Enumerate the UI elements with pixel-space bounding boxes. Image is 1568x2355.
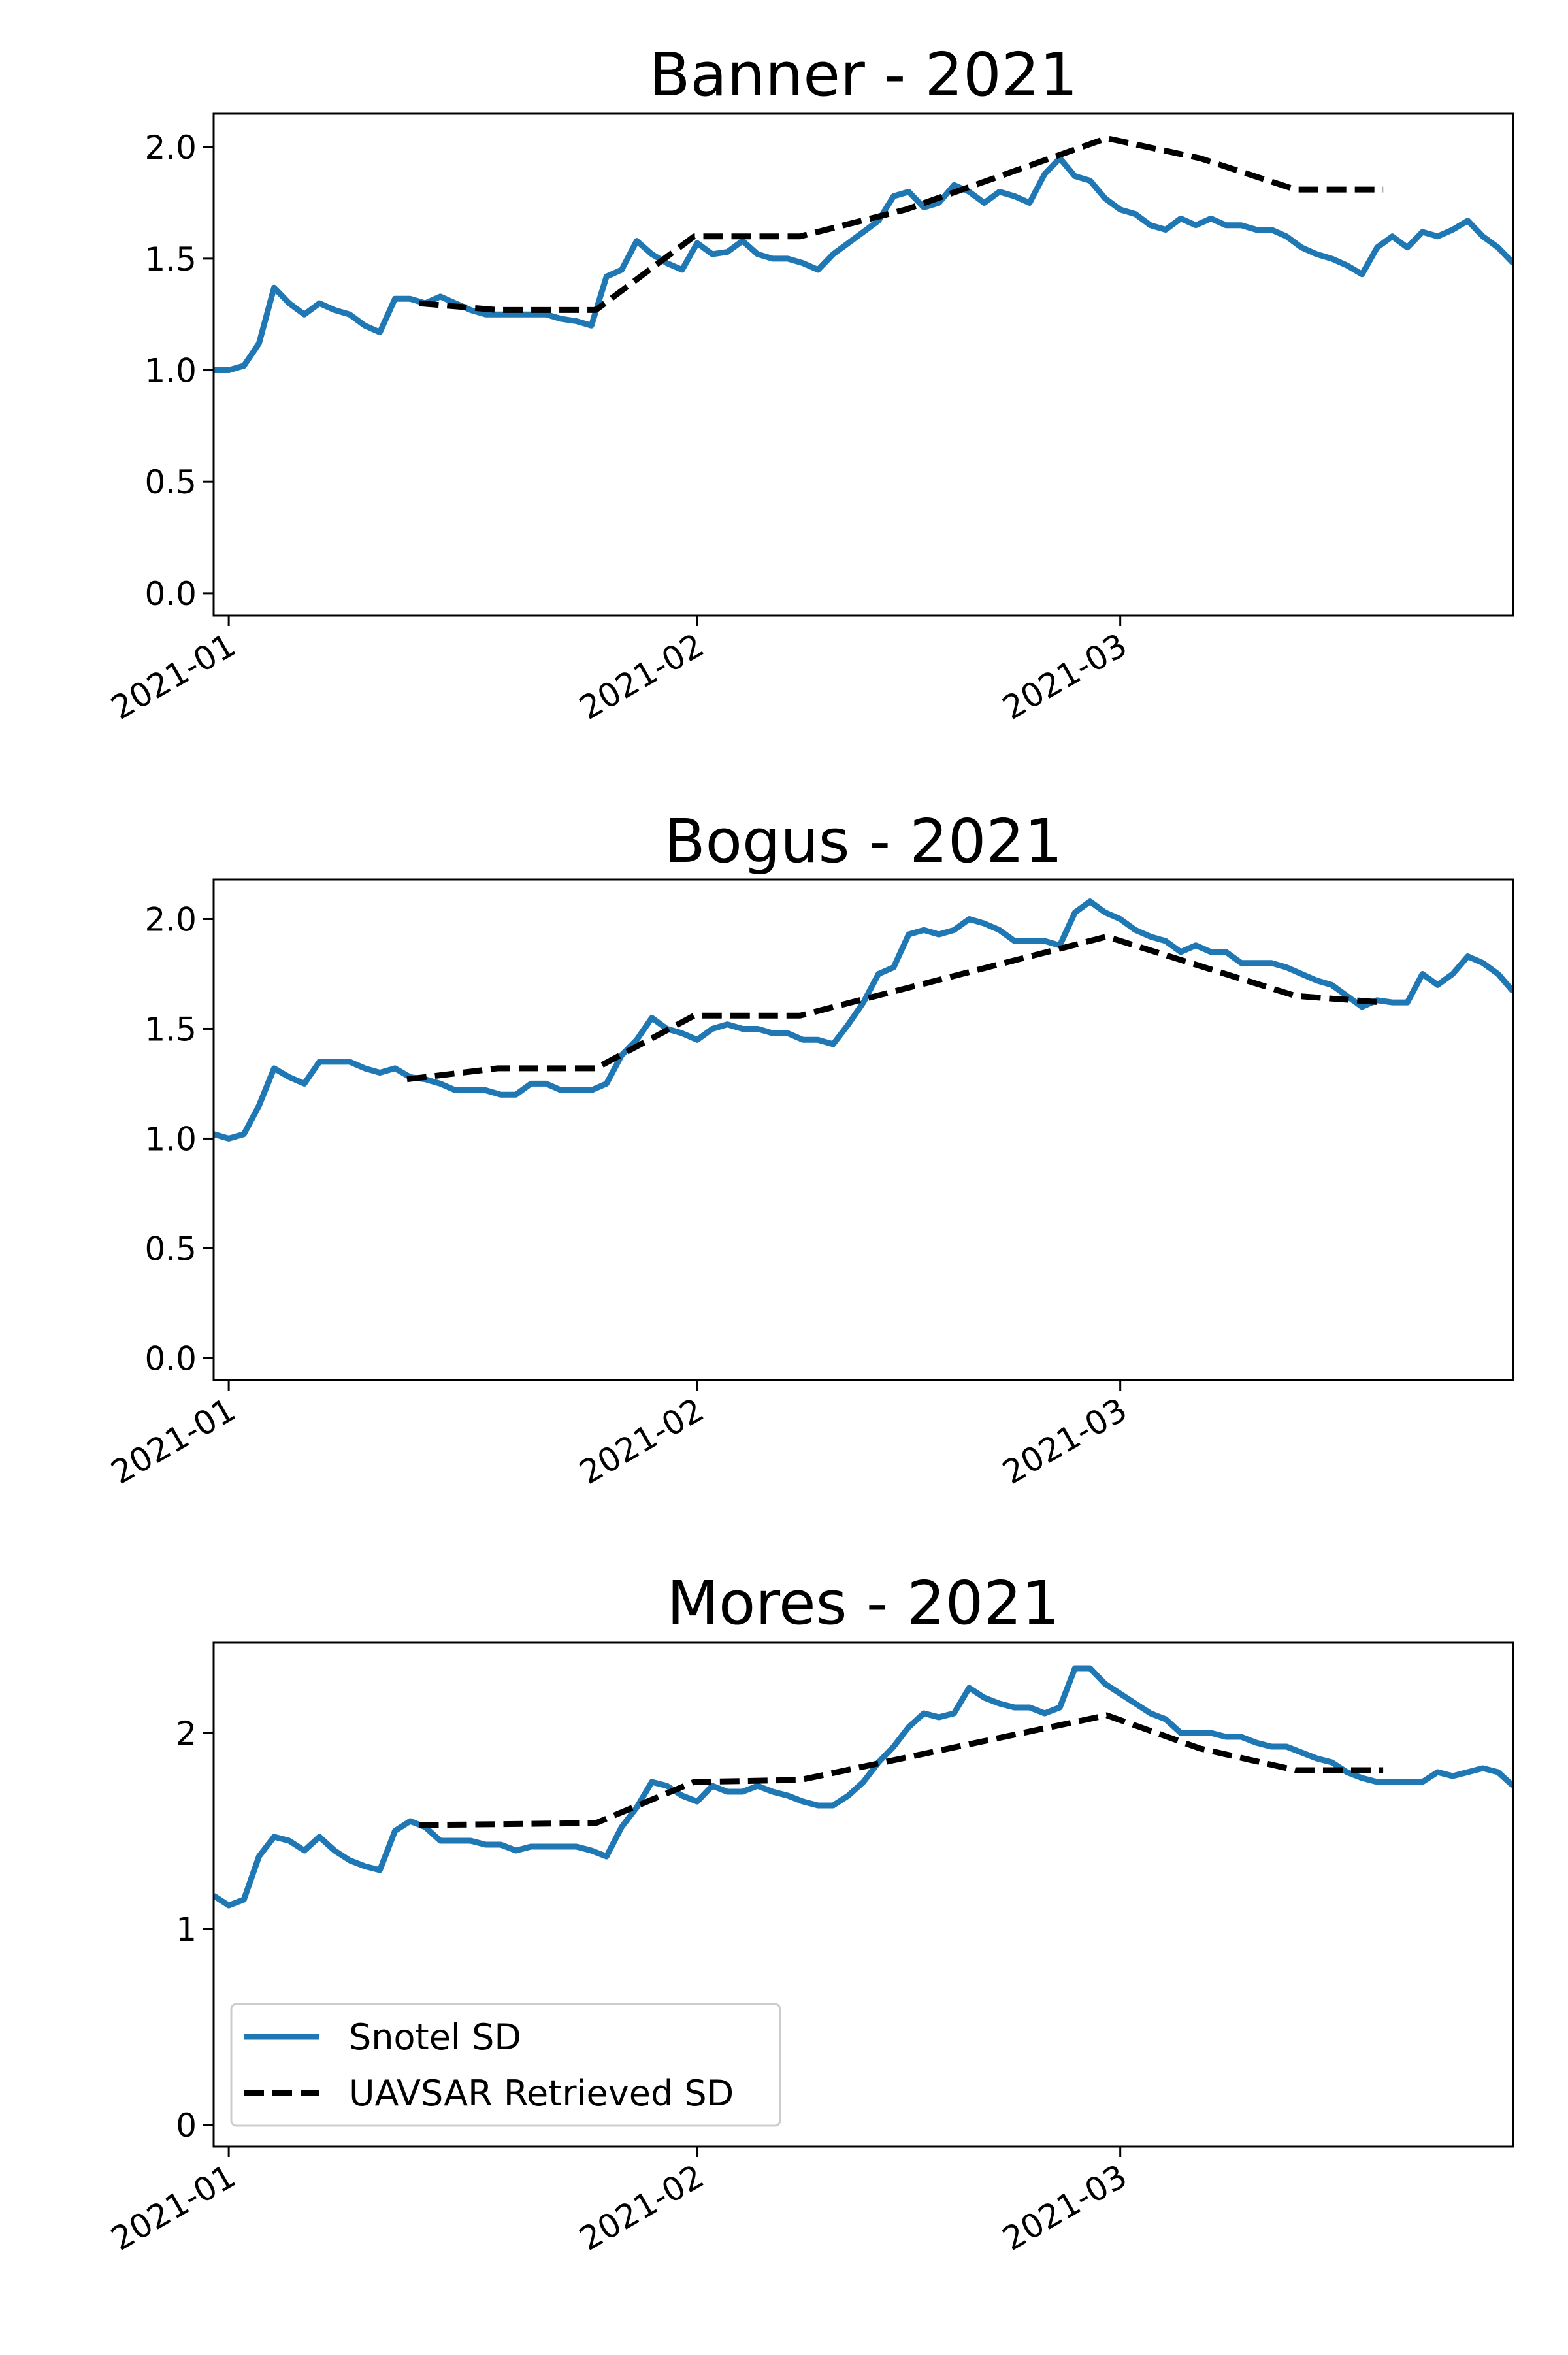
plot-area bbox=[214, 135, 1513, 373]
chart-panel: Mores - 2021 0 1 2 2021-01 2021-02 2021-03 Snot… bbox=[105, 1568, 1514, 2258]
y-tick-label: 2.0 bbox=[144, 900, 197, 938]
legend-label: UAVSAR Retrieved SD bbox=[349, 2073, 734, 2114]
x-tick-label: 2021-03 bbox=[996, 1391, 1134, 1492]
legend-box bbox=[230, 2003, 781, 2127]
chart-title: Bogus - 2021 bbox=[664, 806, 1063, 876]
line-series bbox=[214, 155, 1513, 373]
line-series bbox=[419, 135, 1384, 313]
y-tick-label: 1.5 bbox=[144, 1010, 197, 1048]
axes-frame bbox=[212, 1641, 1514, 2148]
y-tick-label: 0.0 bbox=[144, 575, 197, 613]
line-series bbox=[214, 898, 1513, 1142]
chart-panel: Bogus - 2021 0.0 0.5 1.0 1.5 2.0 2021-01 2021-0… bbox=[105, 806, 1514, 1492]
y-tick-label: 0 bbox=[176, 2107, 197, 2145]
axes-frame bbox=[212, 112, 1514, 617]
axes-frame bbox=[212, 878, 1514, 1381]
line-series bbox=[419, 1712, 1384, 1828]
x-tick-label: 2021-01 bbox=[105, 626, 242, 727]
y-tick-label: 1 bbox=[176, 1911, 197, 1949]
chart-title: Mores - 2021 bbox=[667, 1568, 1060, 1638]
x-tick-label: 2021-03 bbox=[996, 626, 1134, 727]
plot-area bbox=[214, 898, 1513, 1142]
x-tick-label: 2021-02 bbox=[573, 626, 710, 727]
line-series bbox=[406, 933, 1384, 1083]
plot-area bbox=[214, 1665, 1513, 1909]
x-tick-label: 2021-01 bbox=[105, 1391, 242, 1492]
y-tick-label: 2 bbox=[176, 1715, 197, 1753]
y-tick-label: 0.5 bbox=[144, 1230, 197, 1268]
y-tick-label: 1.5 bbox=[144, 240, 197, 278]
y-tick-label: 0.0 bbox=[144, 1340, 197, 1377]
x-tick-label: 2021-01 bbox=[105, 2157, 242, 2258]
legend-label: Snotel SD bbox=[349, 2017, 521, 2058]
chart-panel: Banner - 2021 0.0 0.5 1.0 1.5 2.0 2021-01 2021-… bbox=[105, 40, 1514, 727]
y-tick-label: 0.5 bbox=[144, 463, 197, 501]
x-tick-label: 2021-03 bbox=[996, 2157, 1134, 2258]
x-tick-label: 2021-02 bbox=[573, 2157, 710, 2258]
chart-title: Banner - 2021 bbox=[649, 40, 1077, 110]
y-tick-label: 1.0 bbox=[144, 1120, 197, 1158]
line-series bbox=[214, 1665, 1513, 1909]
y-tick-label: 1.0 bbox=[144, 352, 197, 390]
x-tick-label: 2021-02 bbox=[573, 1391, 710, 1492]
y-tick-label: 2.0 bbox=[144, 129, 197, 167]
